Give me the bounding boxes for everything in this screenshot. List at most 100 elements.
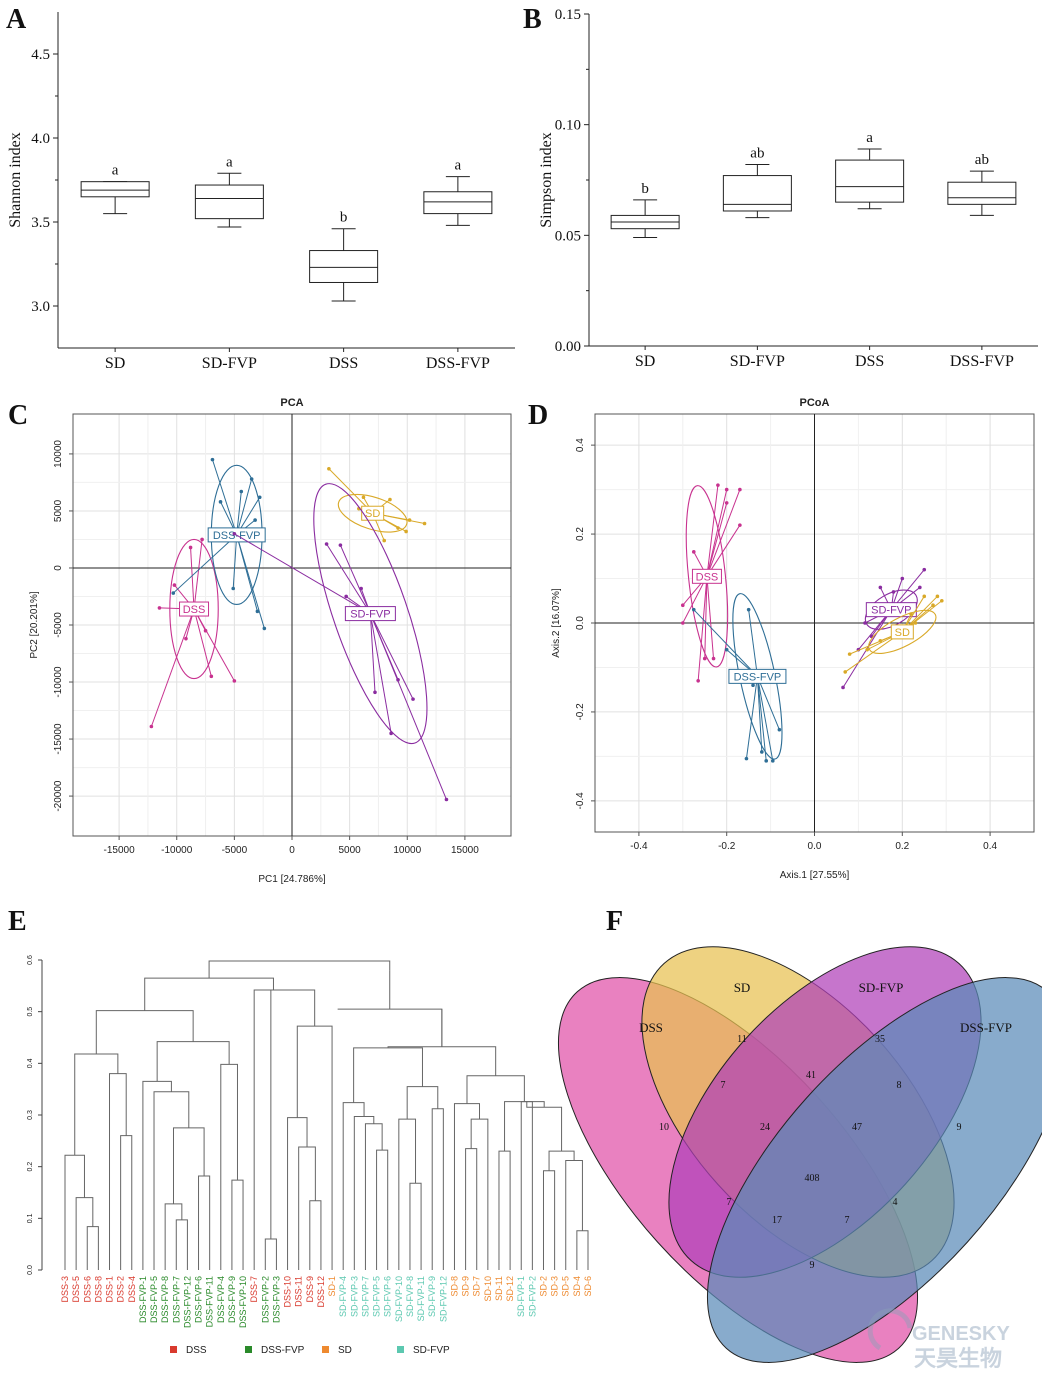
venn-region-count: 9	[810, 1260, 815, 1271]
sample-point	[200, 537, 204, 542]
dendrogram-branch	[296, 1025, 333, 1270]
leaf-label: DSS-FVP-4	[216, 1276, 226, 1323]
y-tick-label: -5000	[53, 612, 64, 638]
y-tick-label: 0.05	[555, 228, 581, 244]
leaf-label: SD-FVP-2	[527, 1276, 537, 1317]
dendrogram-branch	[95, 1010, 194, 1055]
x-tick-label: SD	[105, 355, 125, 372]
leaf-label: DSS-2	[116, 1276, 126, 1303]
dendrogram-branch	[172, 1127, 205, 1204]
chart-title: PCA	[280, 397, 303, 409]
group-label: SD-FVP	[871, 605, 911, 617]
group-label: DSS-FVP	[734, 671, 782, 683]
leaf-label: DSS-FVP-3	[271, 1276, 281, 1323]
sample-point	[847, 652, 852, 656]
y-tick-label: 0.10	[555, 118, 581, 134]
leaf-label: SD-FVP-11	[416, 1276, 426, 1321]
dendrogram-branch	[504, 1101, 545, 1152]
panel-letter-b: B	[523, 4, 542, 35]
leaf-label: DSS-6	[82, 1276, 92, 1303]
spider-line	[756, 676, 780, 730]
y-tick-label: 0.4	[27, 1058, 34, 1068]
x-tick-label: DSS	[855, 353, 884, 370]
dendrogram-branch	[520, 1101, 533, 1270]
x-tick-label: DSS-FVP	[426, 355, 490, 372]
spider-line	[150, 608, 195, 727]
y-tick-label: 0.00	[555, 339, 581, 355]
sample-point	[716, 483, 720, 487]
venn-region-count: 24	[760, 1122, 770, 1133]
leaf-label: DSS-FVP-11	[205, 1276, 215, 1327]
x-tick-label: SD-FVP	[202, 355, 257, 372]
genesky-logo-icon	[867, 1308, 913, 1351]
y-tick-label: 3.0	[31, 299, 50, 315]
dendrogram-branch	[75, 1197, 94, 1270]
significance-letter: b	[641, 181, 649, 197]
legend-swatch	[245, 1346, 252, 1353]
y-tick-label: 4.5	[31, 47, 50, 63]
dendrogram-branch	[431, 1108, 444, 1270]
leaf-label: DSS-4	[127, 1276, 137, 1303]
sample-point	[935, 594, 940, 599]
leaf-label: DSS-3	[60, 1276, 70, 1303]
sample-point	[338, 543, 343, 547]
x-tick-label: -0.2	[718, 841, 736, 852]
x-tick-label: 0.0	[808, 841, 822, 852]
panel-letter-a: A	[6, 4, 27, 35]
spider-line	[706, 489, 728, 577]
leaf-label: SD-FVP-6	[383, 1276, 393, 1317]
spider-line	[234, 533, 371, 615]
leaf-label: SD-FVP-7	[360, 1276, 370, 1317]
spider-line	[232, 534, 238, 589]
dendrogram-branch	[120, 1135, 133, 1270]
spider-line	[748, 609, 758, 677]
spider-line	[745, 676, 758, 759]
group-label-box	[890, 624, 914, 640]
sample-point	[865, 647, 869, 652]
sample-point	[373, 690, 377, 695]
leaf-label: SD-3	[550, 1276, 560, 1297]
sample-point	[891, 590, 896, 594]
spider-line	[697, 576, 708, 681]
leaf-label: DSS-9	[305, 1276, 315, 1303]
sample-point	[681, 621, 685, 625]
sample-point	[863, 621, 867, 625]
venn-set-label: SD	[734, 980, 751, 995]
spider-line	[704, 576, 708, 659]
group-sd-fvp: SD-FVP	[232, 483, 449, 802]
sample-point	[172, 583, 177, 587]
spider-line	[236, 534, 265, 629]
y-tick-label: 0.4	[575, 438, 586, 452]
sample-point	[422, 521, 427, 526]
spider-line	[193, 608, 212, 677]
x-tick-label: -15000	[104, 845, 136, 856]
box-iqr	[722, 175, 792, 212]
y-tick-label: -0.2	[575, 703, 586, 721]
venn-set-label: DSS-FVP	[960, 1020, 1012, 1035]
venn-region-count: 47	[852, 1122, 862, 1133]
box-iqr	[947, 181, 1017, 205]
sample-point	[751, 683, 755, 688]
sample-point	[878, 638, 883, 643]
sample-point	[841, 685, 845, 690]
sample-point	[262, 626, 267, 631]
dendrogram-branch	[576, 1230, 589, 1270]
leaf-label: DSS-FVP-8	[160, 1276, 170, 1323]
x-tick-label: 0	[289, 845, 295, 856]
sample-point	[918, 585, 922, 590]
confidence-ellipse	[313, 483, 428, 745]
y-tick-label: 0.3	[27, 1110, 34, 1120]
sample-point	[909, 612, 913, 616]
y-tick-label: 0.5	[27, 1007, 34, 1017]
dendrogram-branch	[231, 1179, 244, 1270]
sample-point	[327, 466, 331, 471]
sample-point	[396, 677, 400, 682]
spider-line	[190, 547, 195, 610]
panel-letter-e: E	[8, 906, 27, 937]
group-sd-fvp: SD-FVP	[841, 567, 927, 690]
leaf-label: DSS-FVP-5	[149, 1276, 159, 1323]
legend-swatch	[397, 1346, 404, 1353]
sample-point	[239, 489, 244, 494]
y-tick-label: -20000	[53, 780, 64, 812]
leaf-label: SD-10	[483, 1276, 493, 1302]
